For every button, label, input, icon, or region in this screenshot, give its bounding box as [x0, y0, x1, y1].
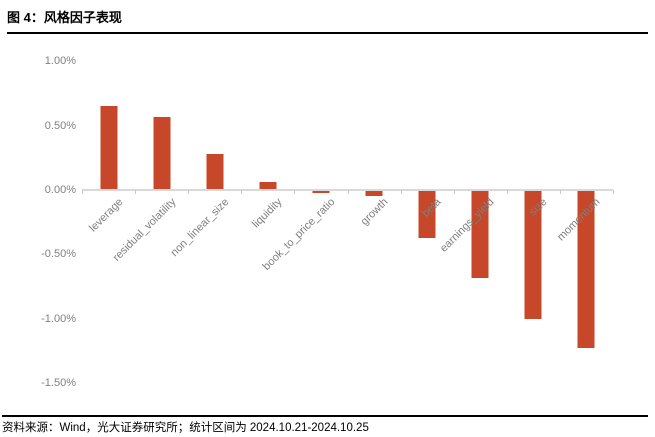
y-axis-tick-label: -1.00%	[41, 312, 76, 325]
x-axis-tick	[506, 190, 508, 194]
y-axis-tick-label: 0.50%	[44, 119, 76, 132]
bar-earnings_yield	[471, 190, 490, 279]
x-axis-tick	[400, 190, 402, 194]
x-axis-tick	[82, 190, 83, 194]
y-axis-tick-label: -1.50%	[41, 376, 76, 389]
x-axis-tick	[241, 190, 243, 194]
bar-residual_volatility	[152, 116, 171, 190]
data-source-note: 资料来源：Wind，光大证券研究所；统计区间为 2024.10.21-2024.…	[2, 422, 369, 434]
x-axis-category-label: non_linear_size	[168, 196, 232, 259]
y-axis-tick-label: -0.50%	[41, 248, 76, 261]
x-axis-tick	[135, 190, 137, 194]
x-axis-tick	[294, 190, 296, 194]
bar-growth	[365, 190, 384, 196]
figure-title: 图 4：风格因子表现	[7, 10, 122, 25]
title-divider-line	[7, 32, 648, 34]
bar-book_to_price_ratio	[311, 190, 330, 194]
x-axis-tick	[559, 190, 561, 194]
y-axis-tick-label: 1.00%	[44, 55, 76, 68]
x-axis-category-label: book_to_price_ratio	[260, 196, 338, 273]
bar-size	[524, 190, 543, 320]
x-axis-tick	[613, 190, 614, 194]
x-axis-tick	[453, 190, 455, 194]
x-axis-category-label: liquidity	[249, 196, 285, 231]
x-axis-tick	[347, 190, 349, 194]
bar-liquidity	[258, 182, 277, 190]
bar-leverage	[99, 106, 118, 190]
bar-non_linear_size	[205, 153, 224, 190]
footer-divider-line	[2, 415, 648, 417]
bar-momentum	[577, 190, 596, 348]
y-axis-tick-label: 0.00%	[44, 184, 76, 196]
x-axis-tick	[188, 190, 190, 194]
bar-beta	[418, 190, 437, 239]
